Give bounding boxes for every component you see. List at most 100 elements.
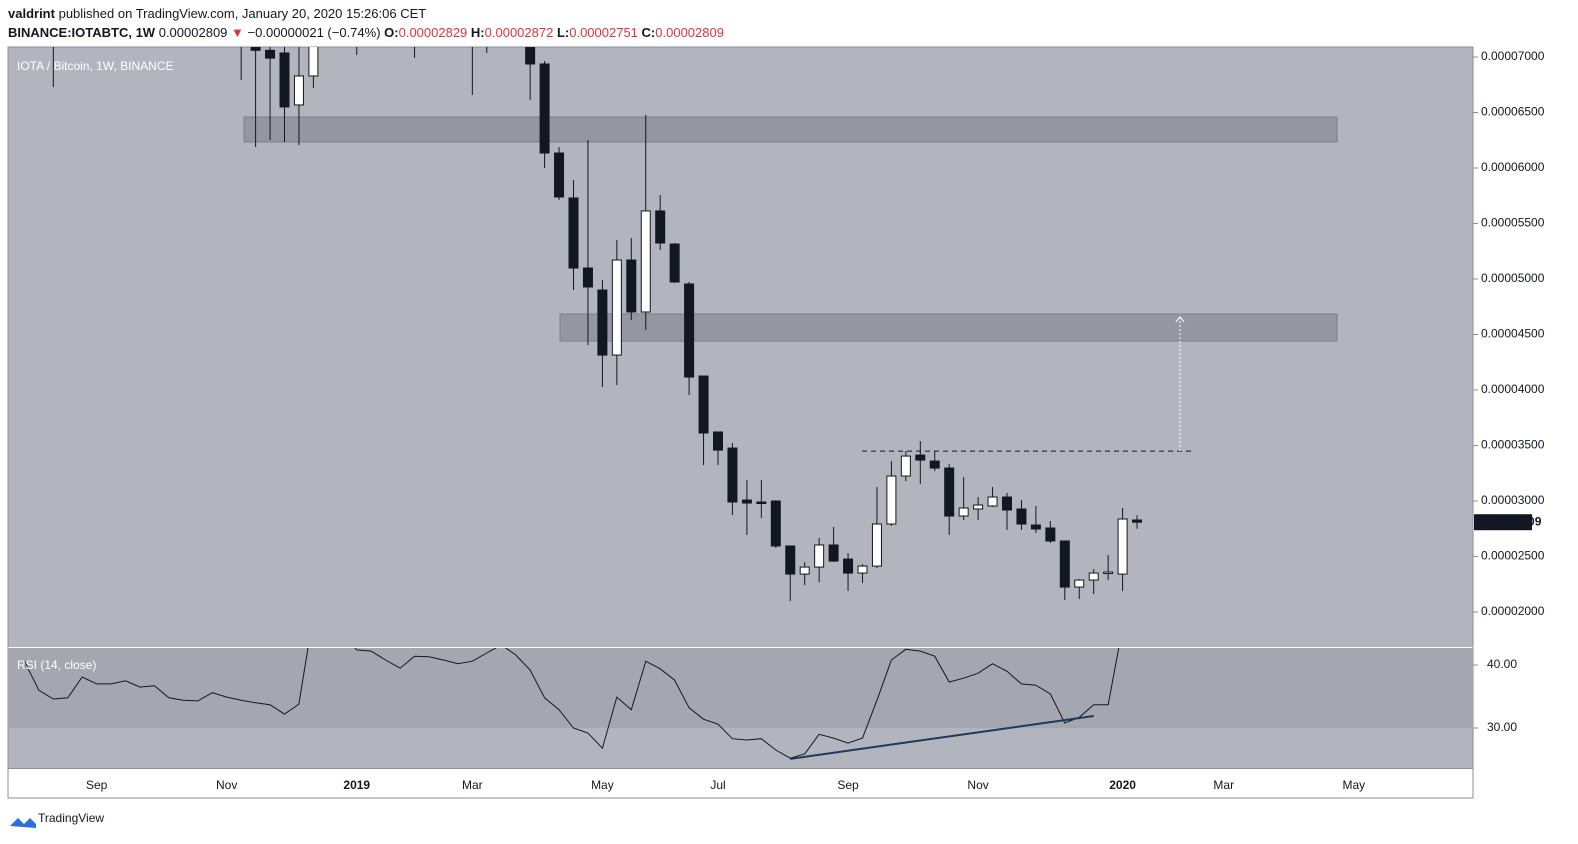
low: 0.00002751 [569,25,638,40]
logo-icon [10,818,36,828]
y-tick-label: 0.00002500 [1481,549,1545,563]
candle-body [279,52,290,108]
y-tick-label: 0.00007000 [1481,49,1545,63]
candle-body [525,47,536,65]
arrow: ▼ [231,25,244,40]
candle-body [1088,572,1099,581]
candle-body [1074,579,1085,588]
target-arrow-head [1175,315,1185,323]
candle-body [626,259,637,313]
x-tick-label: May [591,778,614,792]
candle-body [568,197,579,269]
candle-body [1002,496,1012,511]
close-label: C: [642,25,656,40]
x-tick-label: Jul [710,778,725,792]
zone [243,116,1338,143]
x-tick-label: Mar [1213,778,1234,792]
y-tick-label: 0.00004500 [1481,327,1545,341]
candle-body [655,210,666,244]
candle-body [987,496,998,507]
candle-body [293,75,304,106]
candle-body [973,504,984,510]
candle-body [770,500,781,547]
open: 0.00002829 [399,25,468,40]
candle-body [713,431,723,451]
open-label: O: [384,25,398,40]
candle-body [684,283,695,378]
published: published on TradingView.com, January 20… [59,6,427,21]
y-tick-label: 0.00005500 [1481,216,1545,230]
y-tick-label: 0.00006000 [1481,160,1545,174]
low-label: L: [557,25,569,40]
symbol: BINANCE:IOTABTC, 1W [8,25,156,40]
rsi-pane [8,648,1473,760]
axes: 0.00002000 0.00002500 0.00003000 0.00003500… [86,49,1545,792]
candle-body [1045,527,1056,542]
candle-body [250,47,261,51]
candle-body [237,40,246,46]
x-tick-label: Nov [967,778,988,792]
candle-body [799,566,810,575]
candle-body [1103,571,1114,575]
candle-body [958,507,969,517]
candle-body [1132,519,1143,523]
candle-body [1016,508,1027,525]
candle-body [929,460,940,469]
rsi-line [23,648,1120,759]
rsi-pane-title: RSI (14, close) [17,658,96,672]
rsi-band [8,648,1473,728]
high-label: H: [471,25,485,40]
x-tick-label: Sep [837,778,859,792]
price-pane-title: IOTA / Bitcoin, 1W, BINANCE [17,59,174,73]
candle-body [1030,524,1041,530]
candle-body [265,49,276,59]
candle-body [843,558,854,574]
symbol-line: BINANCE:IOTABTC, 1W 0.00002809 ▼ −0.0000… [8,25,724,40]
price-pane-background [8,47,1473,647]
candle-body [785,545,796,575]
y-tick-label: 0.00004000 [1481,382,1545,396]
candle-body [886,475,897,525]
candle-body [857,565,868,574]
x-tick-label: Nov [216,778,237,792]
divergence-line [790,715,1094,760]
candle-body [741,499,752,504]
last-price-label: 0.00002809 [1478,514,1542,528]
price-pane [52,40,1338,602]
high: 0.00002872 [485,25,554,40]
candle-body [597,289,608,356]
candle-body [814,544,825,568]
candle-body [611,259,622,356]
candle-body [554,152,565,198]
x-tick-label: 2019 [343,778,370,792]
x-tick-label: Sep [86,778,108,792]
y-tick-label: 0.00003000 [1481,493,1545,507]
y-tick-label: 0.00003500 [1481,438,1545,452]
x-tick-label: 2020 [1109,778,1136,792]
y-tick-label: 40.00 [1487,657,1517,671]
close: 0.00002809 [655,25,724,40]
author-line: valdrint published on TradingView.com, J… [8,6,426,21]
x-tick-label: Mar [462,778,483,792]
brand: TradingView [38,811,104,825]
y-tick-label: 0.00006500 [1481,105,1545,119]
candle-body [727,447,738,503]
candle-body [944,467,955,517]
change: −0.00000021 (−0.74%) [248,25,381,40]
y-tick-label: 0.00005000 [1481,271,1545,285]
last-price-tag [1474,514,1532,531]
candle-body [582,267,593,288]
candle-body [828,544,839,562]
candle-body [698,375,709,434]
y-tick-label: 30.00 [1487,720,1517,734]
candle-body [915,454,926,461]
candle-body [308,47,319,77]
footer-logo: TradingView [10,811,104,828]
candle-body [756,501,767,505]
candle-body [871,523,882,567]
y-tick-label: 0.00002000 [1481,604,1545,618]
candle-body [669,243,680,283]
candle-body [1059,540,1070,588]
x-tick-label: May [1342,778,1365,792]
